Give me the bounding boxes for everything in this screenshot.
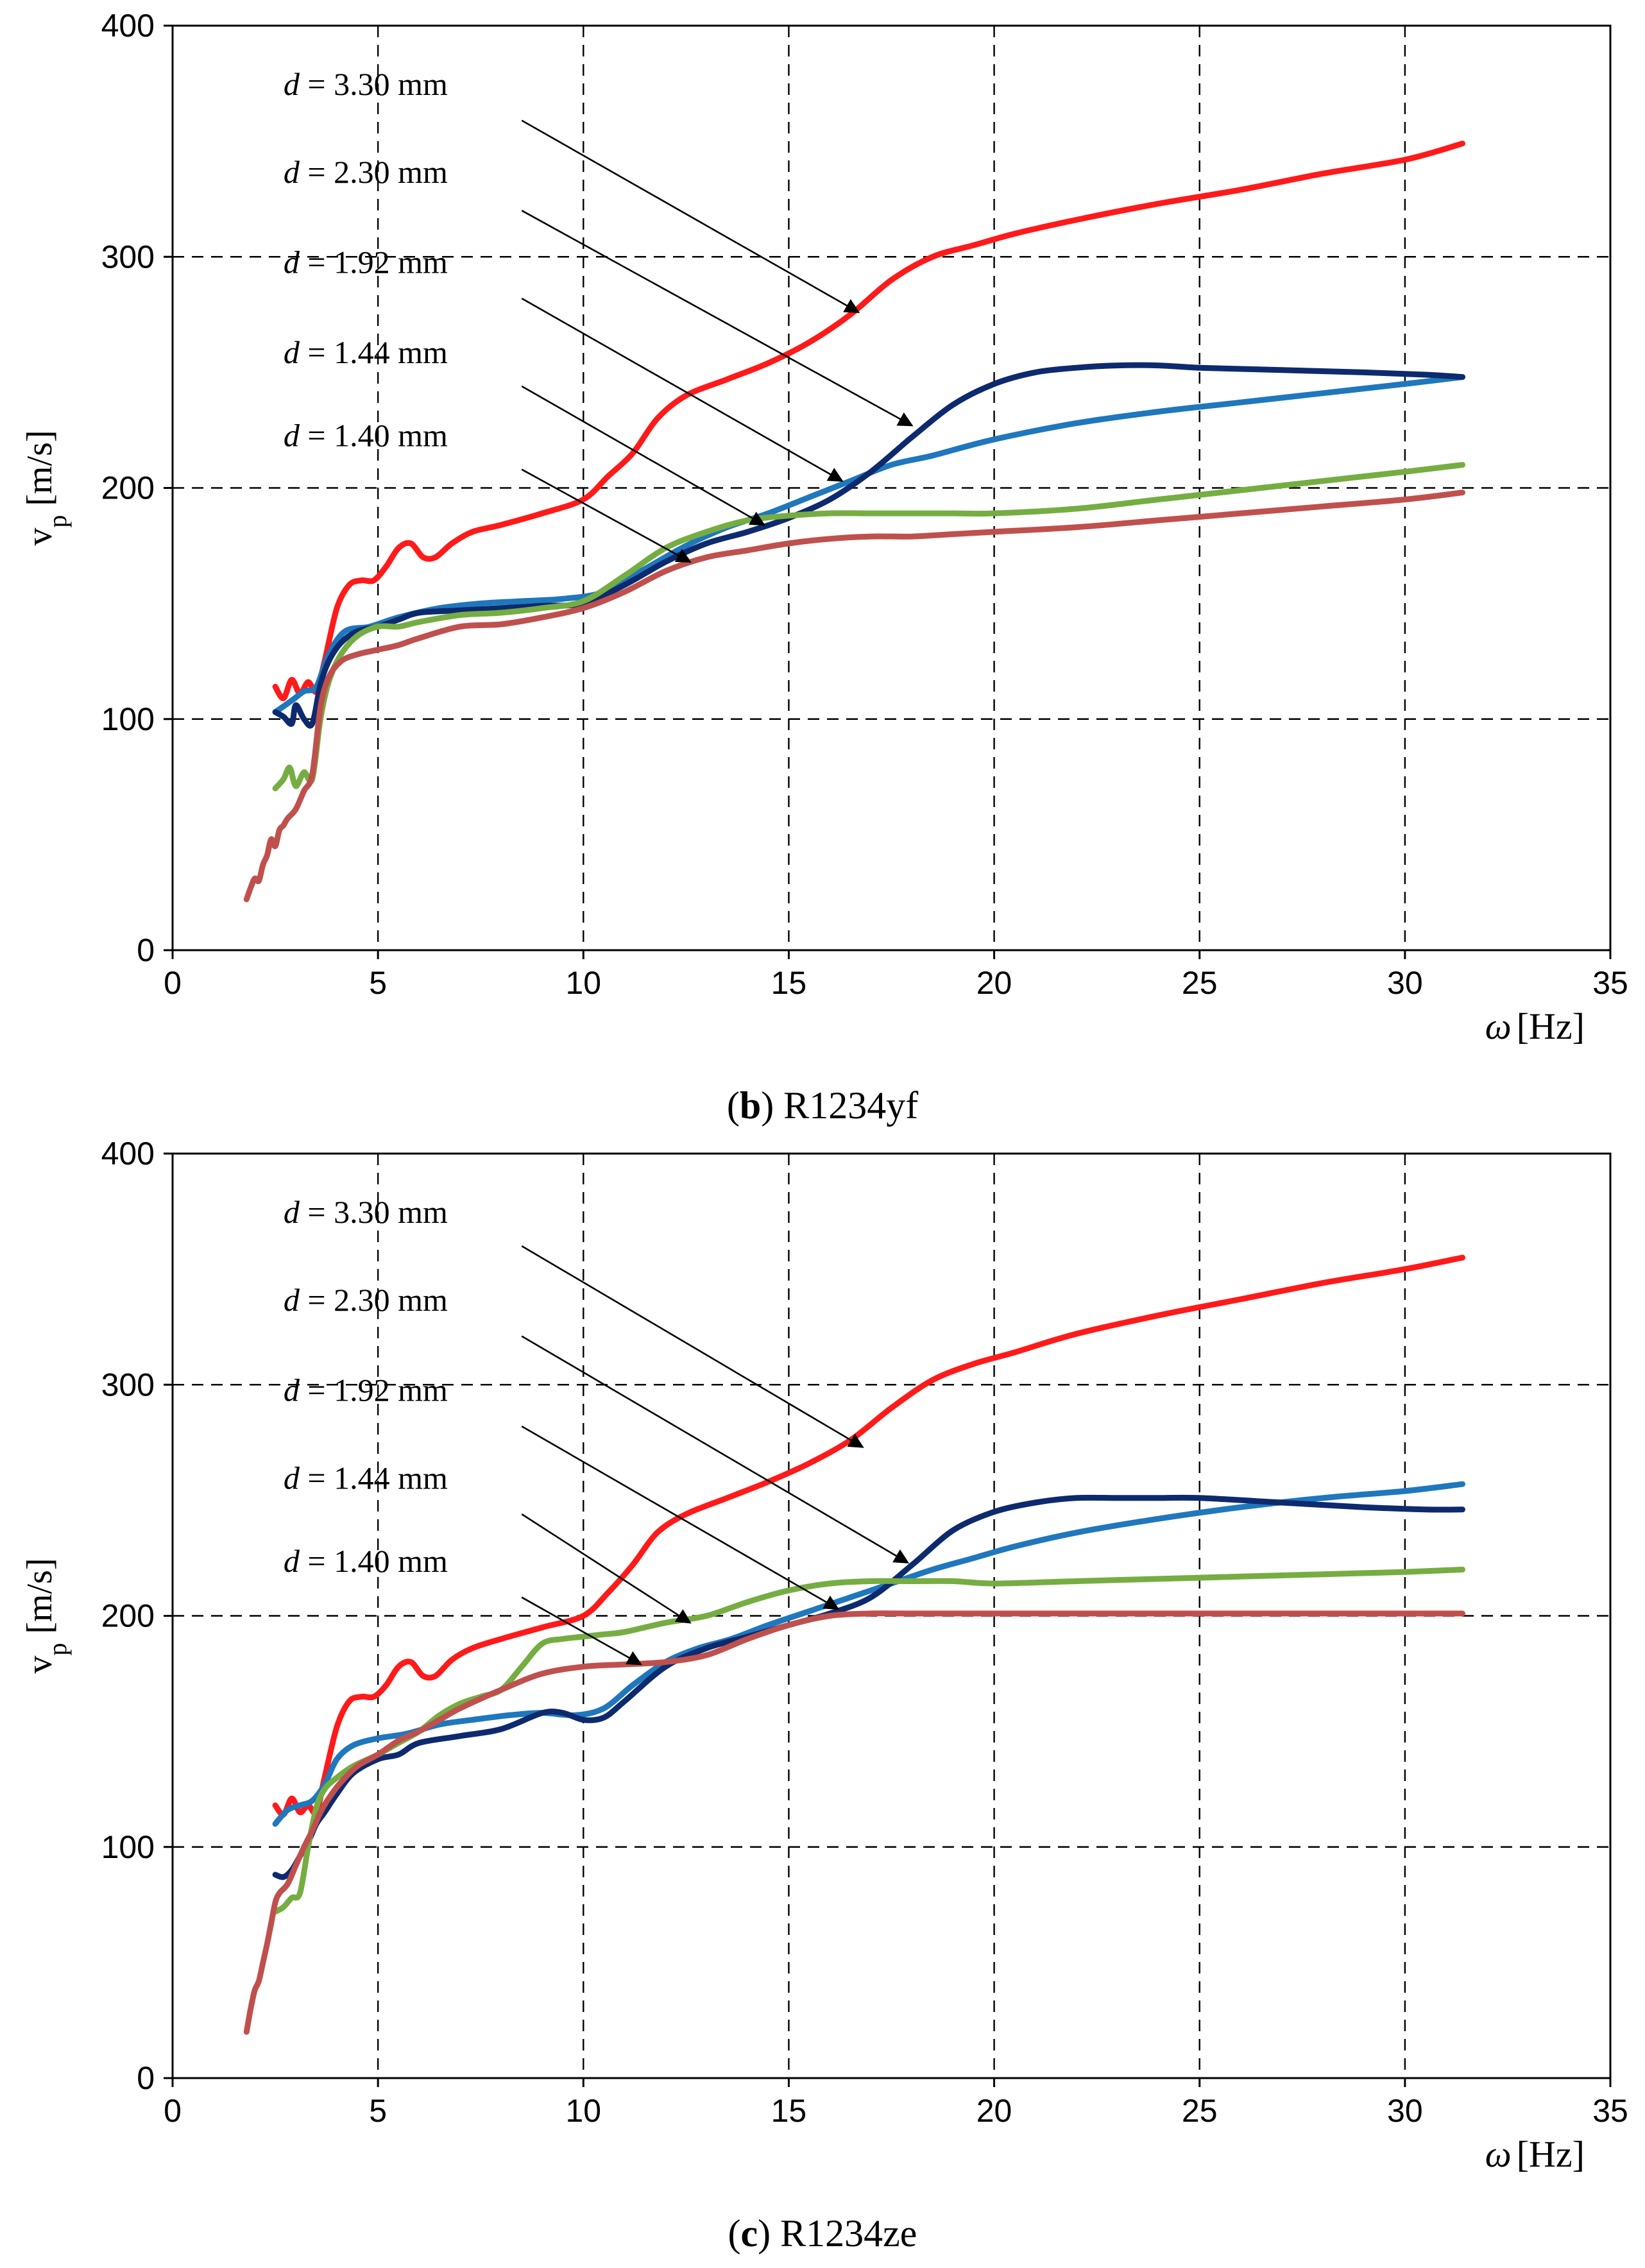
x-tick-label: 15 (771, 2093, 807, 2129)
series-line-4 (272, 1566, 1465, 1915)
y-tick-label: 400 (101, 1136, 155, 1172)
annotation-arrow-1 (521, 1245, 864, 1448)
chart-c: 0 5 10 15 20 25 30 35 0 100 200 300 400 d = 3.30 mm d … (20, 1136, 1628, 2255)
series-line-5 (243, 1610, 1465, 2035)
x-tick-label: 5 (369, 965, 387, 1001)
x-tick-label: 20 (976, 2093, 1012, 2129)
series-label-2: d = 2.30 mm (284, 1282, 448, 1318)
series-label-2: d = 2.30 mm (284, 154, 448, 190)
chart-b: 0 5 10 15 20 25 30 35 0 100 200 300 400 d = 3.30 mm d … (20, 8, 1628, 1127)
series-label-1: d = 3.30 mm (284, 1194, 448, 1230)
annotation-arrow-3 (521, 297, 844, 482)
series-label-4: d = 1.44 mm (284, 1460, 448, 1496)
chart-caption: (b) R1234yf (727, 1084, 918, 1127)
x-tick-label: 10 (565, 2093, 601, 2129)
x-tick-label: 5 (369, 2093, 387, 2129)
series-label-3: d = 1.92 mm (284, 1372, 448, 1408)
x-tick-label: 25 (1182, 2093, 1218, 2129)
y-tick-label: 200 (101, 470, 155, 506)
series-label-3: d = 1.92 mm (284, 244, 448, 280)
series-label-1: d = 3.30 mm (284, 66, 448, 102)
annotation-arrow-2 (521, 210, 914, 427)
annotation-arrow-4 (521, 1513, 692, 1624)
y-tick-label: 0 (137, 2060, 155, 2096)
x-tick-label: 15 (771, 965, 807, 1001)
y-tick-label: 100 (101, 1829, 155, 1865)
chart-panel-c: 0 5 10 15 20 25 30 35 0 100 200 300 400 d = 3.30 mm d … (0, 1132, 1645, 2268)
series-label-4: d = 1.44 mm (284, 334, 448, 370)
y-axis-label: vp[m/s] (20, 1558, 72, 1673)
annotation-arrow-2 (521, 1335, 910, 1564)
y-tick-label: 300 (101, 239, 155, 275)
x-axis-label: ω [Hz] (1485, 1005, 1585, 1047)
x-tick-label: 20 (976, 965, 1012, 1001)
x-tick-label: 0 (164, 2093, 182, 2129)
x-axis-label: ω [Hz] (1485, 2133, 1585, 2175)
annotation-arrow-5 (521, 468, 692, 563)
x-tick-label: 35 (1592, 2093, 1628, 2129)
chart-panel-b: 0 5 10 15 20 25 30 35 0 100 200 300 400 d = 3.30 mm d … (0, 0, 1645, 1132)
y-tick-label: 300 (101, 1367, 155, 1403)
x-tick-label: 35 (1592, 965, 1628, 1001)
x-tick-label: 25 (1182, 965, 1218, 1001)
series-line-2 (272, 374, 1465, 715)
series-label-5: d = 1.40 mm (284, 418, 448, 454)
y-axis-label: vp[m/s] (20, 430, 72, 545)
x-tick-label: 30 (1387, 965, 1423, 1001)
series-line-3 (272, 1494, 1465, 1880)
x-tick-label: 10 (565, 965, 601, 1001)
y-tick-label: 400 (101, 8, 155, 44)
chart-caption: (c) R1234ze (728, 2212, 917, 2255)
series-label-5: d = 1.40 mm (284, 1543, 448, 1579)
annotation-arrow-4 (521, 385, 766, 526)
gridlines (173, 26, 1610, 950)
x-tick-label: 30 (1387, 2093, 1423, 2129)
series-line-2 (272, 1481, 1465, 1827)
y-tick-label: 100 (101, 701, 155, 737)
series-line-1 (272, 141, 1465, 701)
series-line-1 (272, 1254, 1465, 1818)
annotation-arrow-3 (521, 1425, 840, 1610)
series-line-5 (243, 490, 1465, 903)
x-tick-label: 0 (164, 965, 182, 1001)
annotation-arrow-1 (521, 119, 860, 313)
y-tick-label: 0 (137, 932, 155, 968)
y-tick-label: 200 (101, 1598, 155, 1634)
annotation-arrow-5 (521, 1596, 642, 1666)
